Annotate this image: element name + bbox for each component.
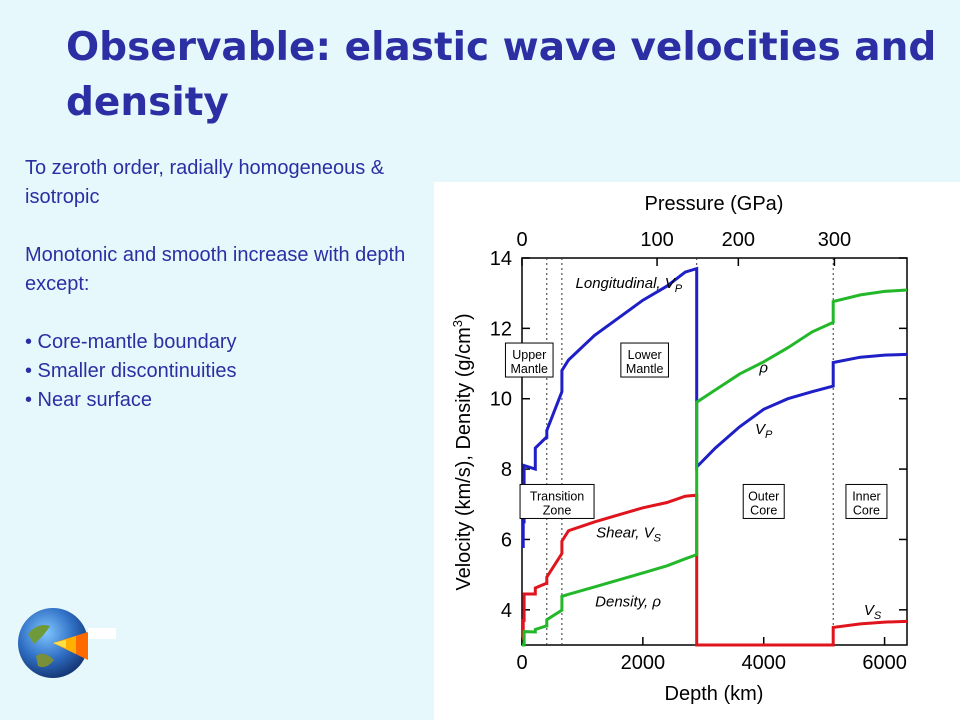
- region-label-line: Core: [853, 503, 880, 517]
- annotation-vs_core_label: VS: [864, 602, 882, 622]
- region-label-line: Inner: [852, 489, 881, 503]
- region-label-line: Zone: [543, 503, 572, 517]
- series-line-vp: [521, 266, 908, 548]
- body-paragraph-1: To zeroth order, radially homogeneous & …: [25, 157, 385, 208]
- region-box: [504, 342, 554, 378]
- x-axis-label: Depth (km): [665, 683, 764, 705]
- region-label-line: Lower: [628, 348, 662, 362]
- body-paragraph-2: Monotonic and smooth increase with depth…: [25, 244, 406, 295]
- x-tick-label: 4000: [741, 652, 786, 674]
- y-tick-label: 4: [501, 600, 512, 622]
- y-tick-label: 6: [501, 529, 512, 551]
- x2-axis-label: Pressure (GPa): [645, 193, 784, 215]
- plot-frame: [521, 257, 908, 646]
- y-axis-label: Velocity (km/s), Density (g/cm3): [450, 313, 475, 590]
- region-label-line: Upper: [512, 348, 546, 362]
- region-label-line: Outer: [748, 489, 779, 503]
- chart-panel: 0 2000 4000 6000 4 6 8 10 12 14 0 100 200 300 Upper Ma…: [434, 182, 960, 720]
- x2-tick-label: 200: [722, 229, 755, 251]
- x2-tick-label: 0: [516, 229, 527, 251]
- region-box: [519, 483, 595, 519]
- series-line-vs: [521, 493, 908, 647]
- x2-tick-label: 300: [818, 229, 851, 251]
- y-tick-label: 8: [501, 459, 512, 481]
- annotation-vp_core_label: VP: [755, 421, 773, 441]
- bullet-item: • Smaller discontinuities: [25, 360, 237, 382]
- series-line-rho: [522, 288, 908, 647]
- earth-cutaway-globe-icon: [18, 608, 116, 678]
- region-label-line: Transition: [530, 489, 584, 503]
- annotation-rho_label: ρ: [758, 359, 768, 376]
- region-box: [620, 342, 669, 378]
- region-label-line: Mantle: [626, 362, 664, 376]
- region-box: [742, 483, 785, 519]
- bullet-item: • Near surface: [25, 389, 153, 411]
- x-tick-label: 2000: [621, 652, 666, 674]
- annotation-vs_label: Shear, VS: [596, 525, 662, 545]
- y-tick-label: 12: [490, 318, 512, 340]
- x-tick-label: 6000: [862, 652, 907, 674]
- y-tick-label: 10: [490, 389, 512, 411]
- annotation-rho_mantle_label: Density, ρ: [595, 593, 661, 610]
- annotation-vp_label: Longitudinal, VP: [576, 275, 683, 295]
- x-tick-label: 0: [516, 652, 527, 674]
- y-tick-label: 14: [490, 248, 512, 270]
- region-box: [845, 483, 888, 519]
- x2-tick-label: 100: [640, 229, 673, 251]
- slide-title: Observable: elastic wave velocities and …: [66, 25, 937, 125]
- region-label-line: Core: [750, 503, 777, 517]
- slide-body: To zeroth order, radially homogeneous & …: [25, 154, 425, 415]
- region-label-line: Mantle: [510, 362, 548, 376]
- bullet-item: • Core-mantle boundary: [25, 331, 237, 353]
